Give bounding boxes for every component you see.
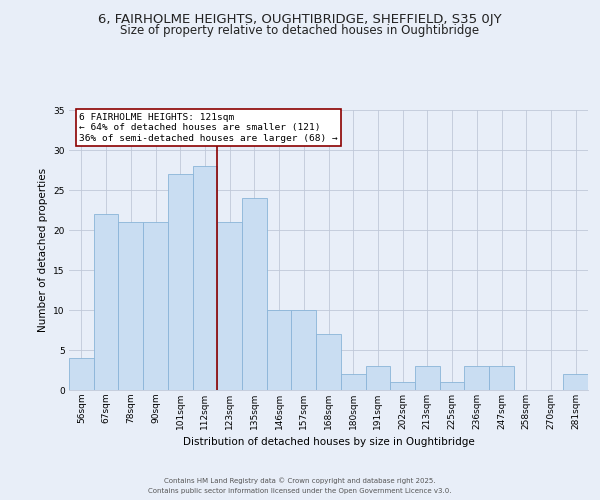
Bar bbox=[69, 358, 94, 390]
Bar bbox=[267, 310, 292, 390]
Bar bbox=[242, 198, 267, 390]
Bar bbox=[118, 222, 143, 390]
Bar bbox=[143, 222, 168, 390]
Bar bbox=[365, 366, 390, 390]
Text: Size of property relative to detached houses in Oughtibridge: Size of property relative to detached ho… bbox=[121, 24, 479, 37]
Text: 6, FAIRHOLME HEIGHTS, OUGHTIBRIDGE, SHEFFIELD, S35 0JY: 6, FAIRHOLME HEIGHTS, OUGHTIBRIDGE, SHEF… bbox=[98, 12, 502, 26]
Bar bbox=[193, 166, 217, 390]
Text: Contains public sector information licensed under the Open Government Licence v3: Contains public sector information licen… bbox=[148, 488, 452, 494]
Bar bbox=[415, 366, 440, 390]
X-axis label: Distribution of detached houses by size in Oughtibridge: Distribution of detached houses by size … bbox=[182, 438, 475, 448]
Text: 6 FAIRHOLME HEIGHTS: 121sqm
← 64% of detached houses are smaller (121)
36% of se: 6 FAIRHOLME HEIGHTS: 121sqm ← 64% of det… bbox=[79, 113, 338, 142]
Bar bbox=[316, 334, 341, 390]
Bar bbox=[94, 214, 118, 390]
Bar bbox=[563, 374, 588, 390]
Bar bbox=[168, 174, 193, 390]
Bar bbox=[390, 382, 415, 390]
Bar bbox=[440, 382, 464, 390]
Bar bbox=[489, 366, 514, 390]
Y-axis label: Number of detached properties: Number of detached properties bbox=[38, 168, 48, 332]
Bar bbox=[292, 310, 316, 390]
Bar bbox=[464, 366, 489, 390]
Bar bbox=[341, 374, 365, 390]
Bar bbox=[217, 222, 242, 390]
Text: Contains HM Land Registry data © Crown copyright and database right 2025.: Contains HM Land Registry data © Crown c… bbox=[164, 478, 436, 484]
